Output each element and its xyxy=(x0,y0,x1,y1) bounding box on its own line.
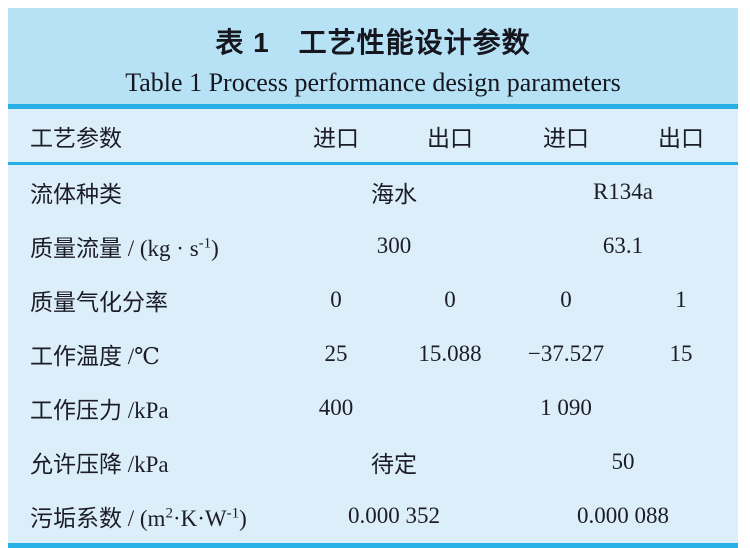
table-row-operating-pressure: 工作压力 /kPa 400 1 090 xyxy=(8,381,738,435)
table-area: 工艺参数 进口 出口 进口 出口 流体种类 海水 R134a 质量流量 / (kg · s-… xyxy=(8,109,738,543)
bottom-rule xyxy=(8,543,738,548)
cell-operating-pressure-0: 400 xyxy=(318,395,354,420)
cell-fluid-type-1: R134a xyxy=(592,179,654,204)
row-label-allowable-pressure-drop: 允许压降 /kPa xyxy=(30,452,169,477)
row-label-vapor-mass-fraction: 质量气化分率 xyxy=(30,290,168,315)
table-figure: 表 1 工艺性能设计参数 Table 1 Process performance… xyxy=(8,8,738,548)
cell-vapor-mass-fraction-0: 0 xyxy=(330,287,342,312)
row-label-fluid-type: 流体种类 xyxy=(30,182,122,207)
table-caption: 表 1 工艺性能设计参数 Table 1 Process performance… xyxy=(8,8,738,104)
cell-operating-temperature-3: 15 xyxy=(669,341,693,366)
cell-operating-pressure-2: 1 090 xyxy=(540,395,592,420)
cell-operating-pressure-3 xyxy=(624,381,738,435)
table-row-fluid-type: 流体种类 海水 R134a xyxy=(8,164,738,220)
cell-operating-temperature-2: −37.527 xyxy=(527,341,605,366)
cell-operating-pressure-1 xyxy=(392,381,508,435)
row-label-fouling-factor: 污垢系数 / (m2·K·W-1) xyxy=(30,505,247,531)
table-row-fouling-factor: 污垢系数 / (m2·K·W-1) 0.000 352 0.000 088 xyxy=(8,489,738,543)
table-row-allowable-pressure-drop: 允许压降 /kPa 待定 50 xyxy=(8,435,738,489)
header-col-3: 出口 xyxy=(624,109,738,165)
table-title-en: Table 1 Process performance design param… xyxy=(125,68,621,97)
row-label-mass-flow-rate: 质量流量 / (kg · s-1) xyxy=(30,235,219,261)
cell-operating-temperature-1: 15.088 xyxy=(418,341,482,366)
row-label-operating-pressure: 工作压力 /kPa xyxy=(30,398,169,423)
cell-vapor-mass-fraction-3: 1 xyxy=(675,287,687,312)
table-row-vapor-mass-fraction: 质量气化分率 0 0 0 1 xyxy=(8,273,738,327)
table-row-operating-temperature: 工作温度 /℃ 25 15.088 −37.527 15 xyxy=(8,327,738,381)
top-rule xyxy=(8,104,738,109)
table-body: 流体种类 海水 R134a 质量流量 / (kg · s-1) 300 63.1 质量气化分… xyxy=(8,164,738,544)
cell-allowable-pressure-drop-0: 待定 xyxy=(371,452,417,477)
cell-vapor-mass-fraction-1: 0 xyxy=(444,287,456,312)
cell-fouling-factor-0: 0.000 352 xyxy=(348,503,440,528)
table-row-mass-flow-rate: 质量流量 / (kg · s-1) 300 63.1 xyxy=(8,219,738,273)
header-col-2: 进口 xyxy=(508,109,624,165)
cell-operating-temperature-0: 25 xyxy=(324,341,348,366)
cell-allowable-pressure-drop-1: 50 xyxy=(611,449,635,474)
cell-fluid-type-0: 海水 xyxy=(371,182,417,207)
table-header-row: 工艺参数 进口 出口 进口 出口 xyxy=(8,109,738,165)
header-col-0: 进口 xyxy=(280,109,392,165)
header-col-1: 出口 xyxy=(392,109,508,165)
cell-fouling-factor-1: 0.000 088 xyxy=(577,503,669,528)
header-param-label: 工艺参数 xyxy=(8,109,280,165)
cell-vapor-mass-fraction-2: 0 xyxy=(560,287,572,312)
row-label-operating-temperature: 工作温度 /℃ xyxy=(30,344,160,369)
cell-mass-flow-rate-1: 63.1 xyxy=(602,233,644,258)
parameters-table: 工艺参数 进口 出口 进口 出口 流体种类 海水 R134a 质量流量 / (kg · s-… xyxy=(8,109,738,543)
table-title-zh: 表 1 工艺性能设计参数 xyxy=(215,27,531,58)
cell-mass-flow-rate-0: 300 xyxy=(376,233,412,258)
